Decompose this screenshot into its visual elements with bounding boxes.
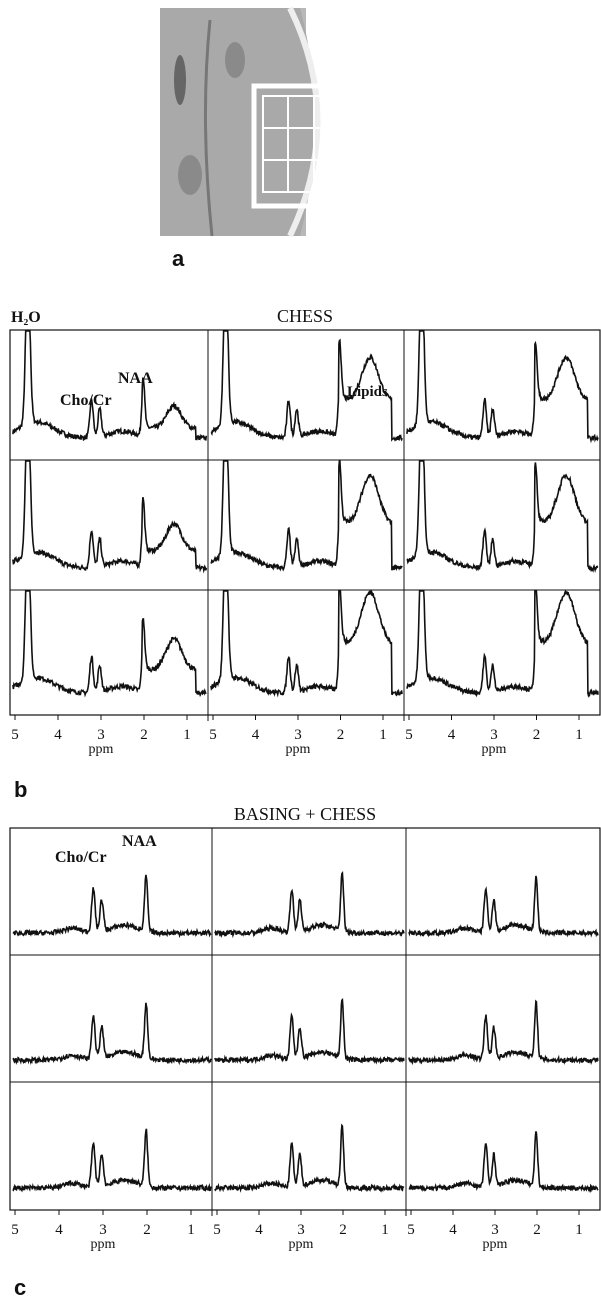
voi-box bbox=[251, 83, 351, 209]
spectrum-trace bbox=[408, 1131, 599, 1194]
panel-title: CHESS bbox=[277, 306, 333, 326]
x-tick-label: 5 bbox=[407, 1222, 415, 1238]
x-tick-label: 1 bbox=[379, 727, 387, 743]
spectrum-trace bbox=[12, 330, 208, 442]
spectrum-trace bbox=[408, 875, 599, 938]
x-tick-label: 1 bbox=[381, 1222, 389, 1238]
x-tick-label: 1 bbox=[575, 727, 583, 743]
panel-label: a bbox=[172, 246, 185, 271]
spectrum-trace bbox=[408, 999, 599, 1066]
spectrum-trace bbox=[12, 460, 208, 574]
x-tick-label: 2 bbox=[339, 1222, 347, 1238]
axis-label: ppm bbox=[286, 742, 311, 757]
csi-grid bbox=[262, 95, 340, 193]
panel-label: c bbox=[14, 1275, 26, 1300]
x-tick-label: 2 bbox=[143, 1222, 151, 1238]
x-tick-label: 1 bbox=[575, 1222, 583, 1238]
x-tick-label: 5 bbox=[405, 727, 413, 743]
spectrum-trace bbox=[12, 1128, 212, 1193]
spectrum-trace bbox=[214, 1123, 405, 1193]
annotation: Lipids bbox=[347, 384, 388, 400]
x-tick-label: 3 bbox=[297, 1222, 305, 1238]
panel-frame bbox=[9, 827, 601, 1211]
x-tick-label: 4 bbox=[55, 1222, 63, 1238]
spectrum-trace bbox=[214, 997, 405, 1065]
spectrum-trace bbox=[406, 589, 599, 698]
spectrum-trace bbox=[406, 330, 599, 444]
x-tick-label: 2 bbox=[533, 727, 541, 743]
mri-image bbox=[160, 6, 351, 238]
x-tick-label: 4 bbox=[252, 727, 260, 743]
x-tick-label: 3 bbox=[99, 1222, 107, 1238]
x-tick-label: 4 bbox=[448, 727, 456, 743]
x-tick-label: 1 bbox=[183, 727, 191, 743]
spectrum-trace bbox=[210, 460, 403, 572]
spectrum-trace bbox=[12, 874, 212, 939]
annotation: NAA bbox=[118, 370, 153, 387]
axis-label: ppm bbox=[483, 1237, 508, 1252]
x-tick-label: 2 bbox=[337, 727, 345, 743]
axis-label: ppm bbox=[289, 1237, 314, 1252]
spectrum-trace bbox=[12, 590, 207, 698]
x-tick-label: 4 bbox=[255, 1222, 263, 1238]
x-tick-label: 3 bbox=[97, 727, 105, 743]
x-tick-label: 2 bbox=[533, 1222, 541, 1238]
mri-fold bbox=[178, 155, 202, 195]
x-tick-label: 2 bbox=[140, 727, 148, 743]
axis-label: ppm bbox=[91, 1237, 116, 1252]
annotation: NAA bbox=[122, 833, 157, 850]
mri-fold bbox=[225, 42, 245, 78]
x-tick-label: 3 bbox=[490, 727, 498, 743]
axis-label: ppm bbox=[89, 742, 114, 757]
x-tick-label: 5 bbox=[11, 727, 19, 743]
x-tick-label: 3 bbox=[491, 1222, 499, 1238]
x-tick-label: 5 bbox=[11, 1222, 19, 1238]
spectrum-trace bbox=[214, 870, 405, 939]
annotation: Cho/Cr bbox=[55, 849, 107, 866]
x-tick-label: 4 bbox=[54, 727, 62, 743]
x-tick-label: 5 bbox=[209, 727, 217, 743]
panel-b: CHESS H₂O 5 4 3 2 1 ppm 5 4 3 2 1 ppm 5 4 3 2 1 ppm Cho/Cr NA… bbox=[9, 306, 601, 802]
mri-fold bbox=[174, 55, 186, 105]
x-tick-label: 3 bbox=[294, 727, 302, 743]
spectrum-trace bbox=[210, 589, 403, 698]
spectrum-trace bbox=[406, 460, 599, 573]
mri-brain bbox=[160, 8, 315, 236]
x-tick-label: 1 bbox=[187, 1222, 195, 1238]
spectrum-trace bbox=[12, 1002, 212, 1066]
water-label: H₂O bbox=[11, 309, 41, 326]
x-tick-label: 5 bbox=[213, 1222, 221, 1238]
panel-c: BASING + CHESS 5 4 3 2 1 ppm 5 4 3 2 1 ppm 5 4 3 2 1 ppm Ch… bbox=[9, 804, 601, 1300]
panel-label: b bbox=[14, 777, 27, 802]
panel-frame bbox=[9, 329, 601, 716]
axis-label: ppm bbox=[482, 742, 507, 757]
spectrum-trace bbox=[210, 330, 403, 442]
x-tick-label: 4 bbox=[449, 1222, 457, 1238]
mri-fissure bbox=[203, 19, 214, 237]
panel-title: BASING + CHESS bbox=[234, 804, 376, 824]
annotation: Cho/Cr bbox=[60, 392, 112, 409]
